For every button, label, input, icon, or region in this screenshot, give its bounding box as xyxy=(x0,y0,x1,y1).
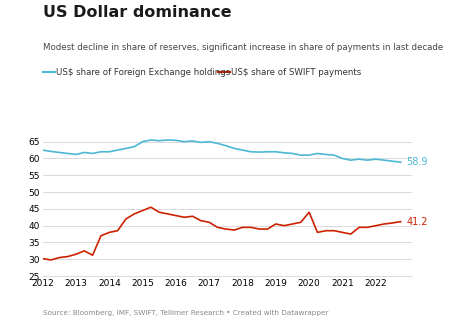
Text: Modest decline in share of reserves, significant increase in share of payments i: Modest decline in share of reserves, sig… xyxy=(43,43,443,52)
Text: US$ share of SWIFT payments: US$ share of SWIFT payments xyxy=(231,68,362,77)
Text: US$ share of Foreign Exchange holdings: US$ share of Foreign Exchange holdings xyxy=(56,68,230,77)
Text: US Dollar dominance: US Dollar dominance xyxy=(43,5,231,20)
Text: 41.2: 41.2 xyxy=(406,217,428,227)
Text: Source: Bloomberg, IMF, SWIFT, Tellimer Research • Created with Datawrapper: Source: Bloomberg, IMF, SWIFT, Tellimer … xyxy=(43,310,328,316)
Text: 58.9: 58.9 xyxy=(406,157,428,167)
